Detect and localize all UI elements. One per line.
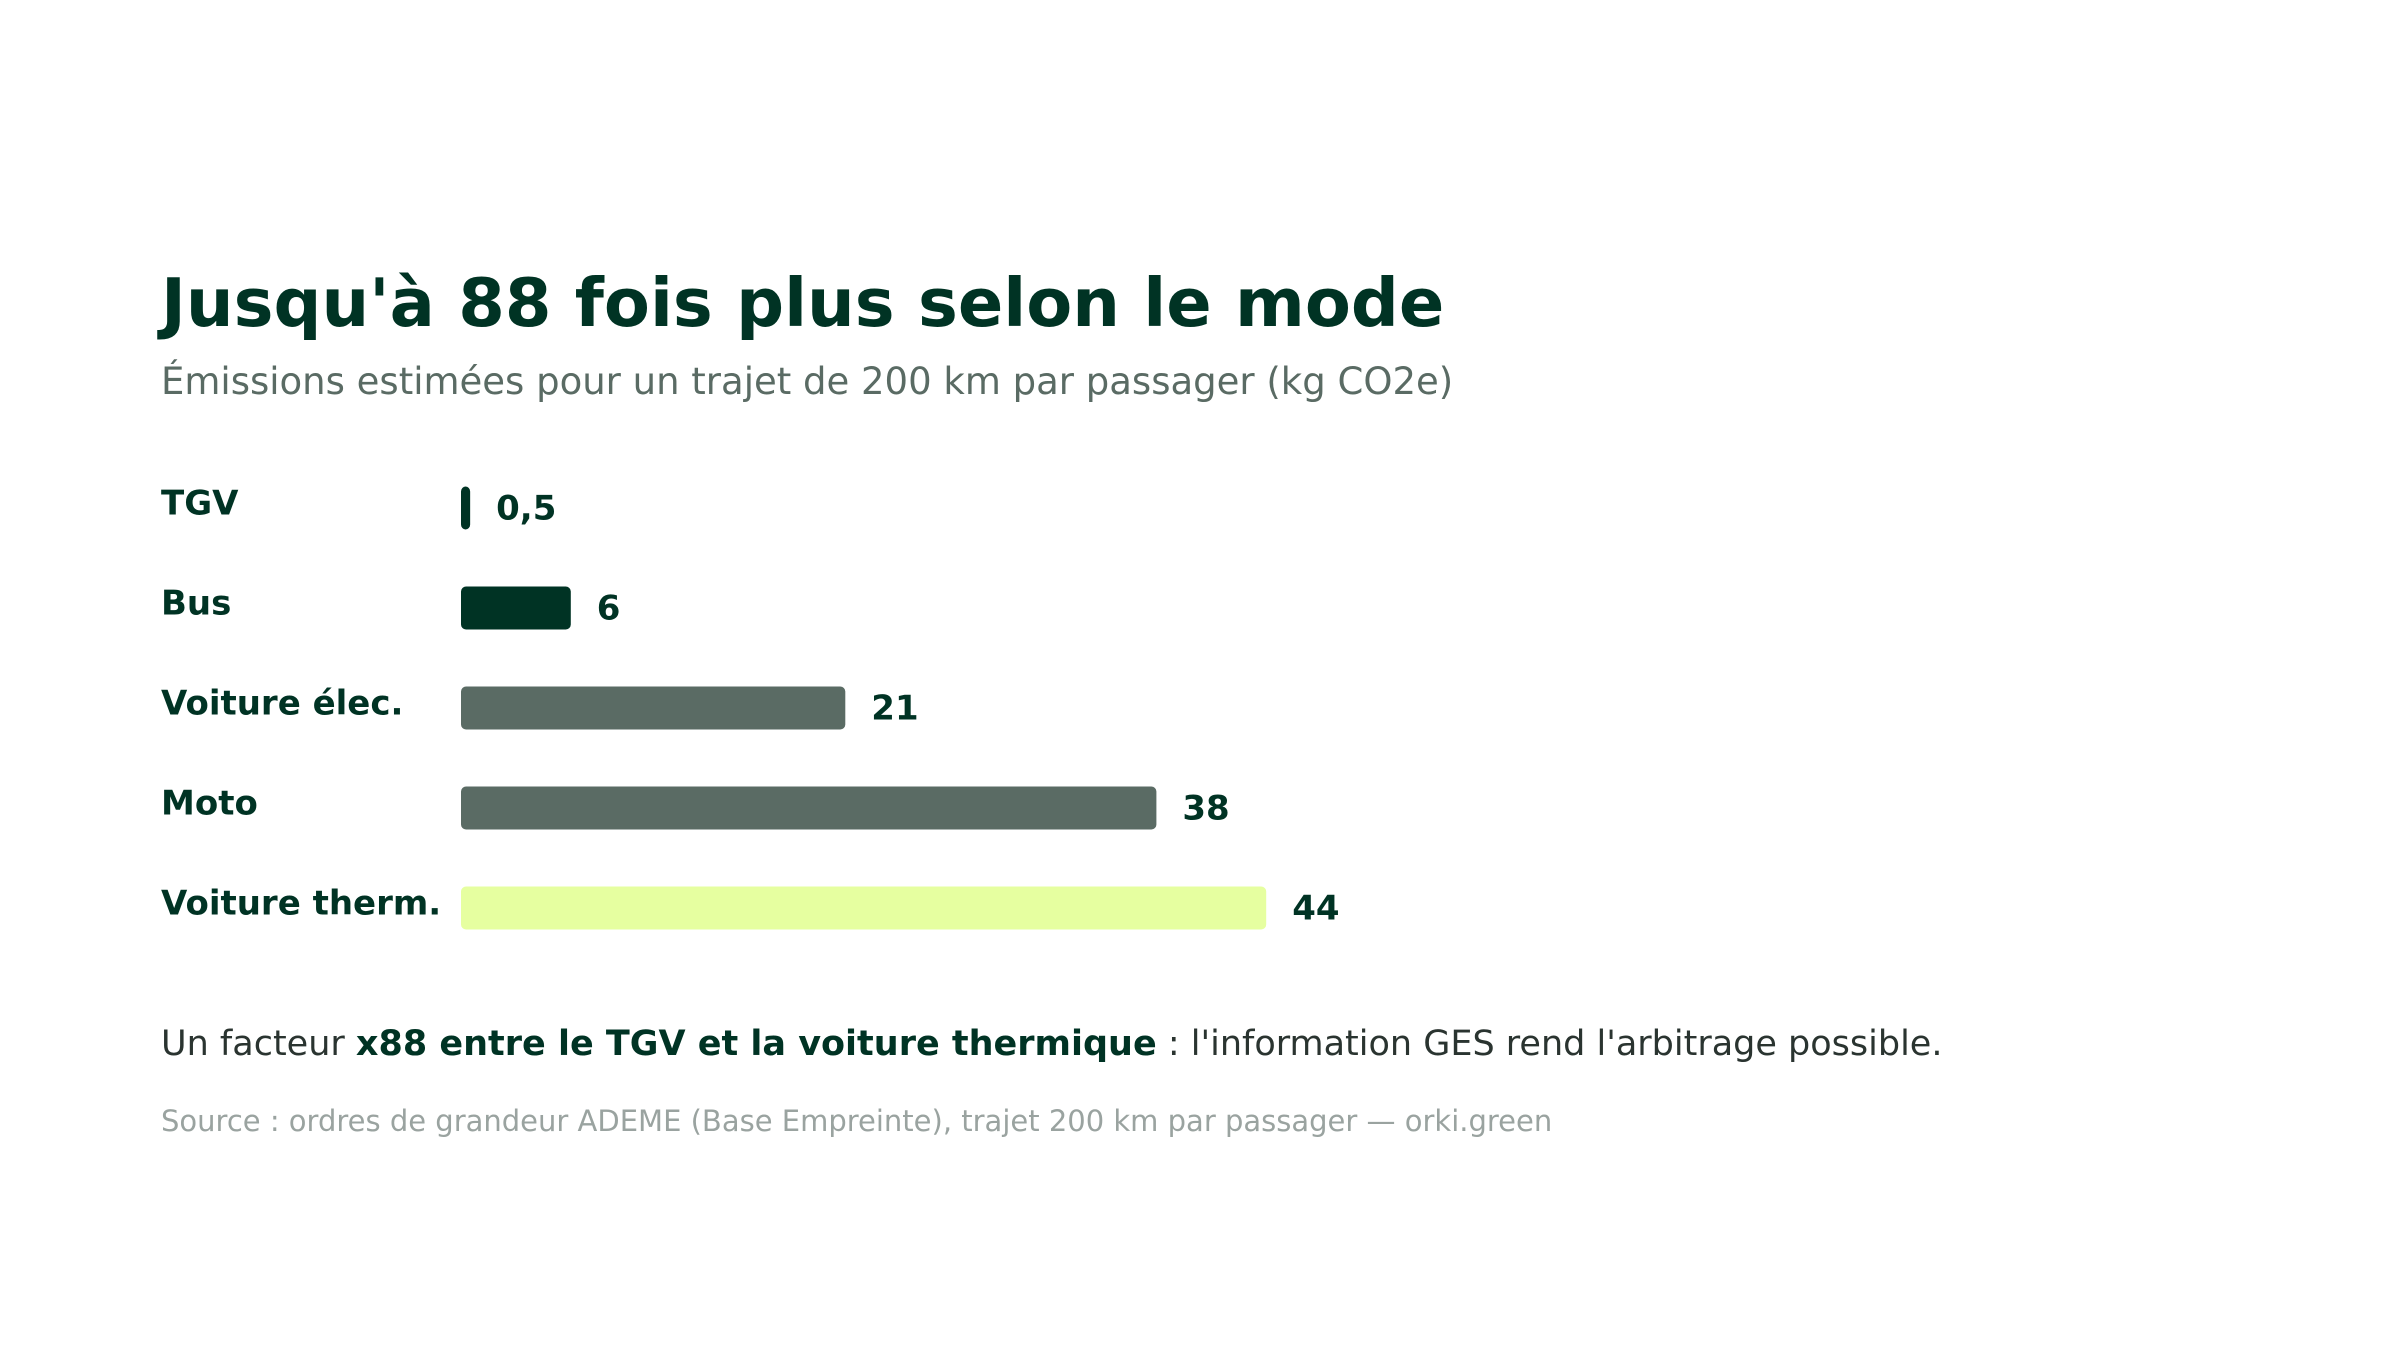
bar [461, 786, 1157, 830]
value-label: 38 [1182, 789, 1229, 829]
category-label: Voiture élec. [161, 684, 403, 724]
category-label: Voiture therm. [161, 884, 441, 924]
chart-title: Jusqu'à 88 fois plus selon le mode [157, 264, 1444, 342]
value-label: 44 [1292, 889, 1339, 929]
annotation-emphasis: x88 entre le TGV et la voiture thermique [356, 1024, 1157, 1064]
category-label: Bus [161, 584, 231, 624]
annotation-text: : l'information GES rend l'arbitrage pos… [1157, 1024, 1943, 1064]
annotation: Un facteur x88 entre le TGV et la voitur… [161, 1024, 1942, 1064]
chart-subtitle: Émissions estimées pour un trajet de 200… [161, 359, 1453, 403]
bar [461, 686, 846, 730]
value-label: 0,5 [496, 489, 556, 529]
annotation-text: Un facteur [161, 1024, 356, 1064]
value-label: 6 [597, 589, 621, 629]
category-label: TGV [161, 484, 239, 524]
value-label: 21 [871, 689, 918, 729]
category-label: Moto [161, 784, 258, 824]
bar [461, 486, 471, 530]
source: Source : ordres de grandeur ADEME (Base … [161, 1104, 1552, 1138]
bar [461, 886, 1267, 930]
bar [461, 586, 571, 630]
